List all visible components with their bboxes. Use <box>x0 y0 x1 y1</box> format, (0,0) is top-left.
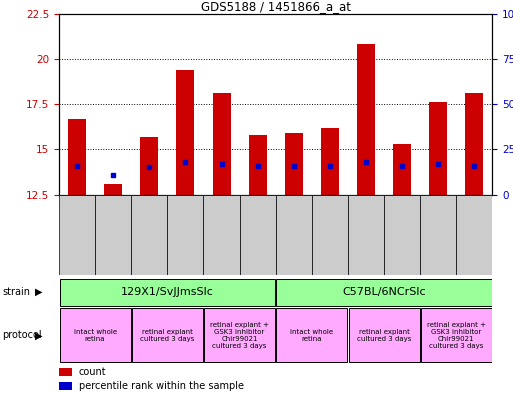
Text: retinal explant
cultured 3 days: retinal explant cultured 3 days <box>357 329 411 342</box>
FancyBboxPatch shape <box>277 279 492 306</box>
Bar <box>240 195 275 275</box>
FancyBboxPatch shape <box>132 309 203 362</box>
Bar <box>176 70 194 195</box>
Text: retinal explant
cultured 3 days: retinal explant cultured 3 days <box>140 329 194 342</box>
Bar <box>167 195 204 275</box>
Text: ▶: ▶ <box>35 331 43 340</box>
Text: 129X1/SvJJmsSlc: 129X1/SvJJmsSlc <box>121 287 214 297</box>
Title: GDS5188 / 1451866_a_at: GDS5188 / 1451866_a_at <box>201 0 351 13</box>
Bar <box>429 102 447 195</box>
Bar <box>348 195 384 275</box>
Text: C57BL/6NCrSlc: C57BL/6NCrSlc <box>342 287 426 297</box>
Text: intact whole
retina: intact whole retina <box>290 329 333 342</box>
Bar <box>212 93 230 195</box>
FancyBboxPatch shape <box>421 309 492 362</box>
FancyBboxPatch shape <box>277 309 347 362</box>
Bar <box>68 119 86 195</box>
Bar <box>457 195 492 275</box>
Bar <box>465 93 483 195</box>
Bar <box>59 367 72 376</box>
Bar <box>420 195 457 275</box>
Text: percentile rank within the sample: percentile rank within the sample <box>78 381 244 391</box>
FancyBboxPatch shape <box>204 309 275 362</box>
Text: count: count <box>78 367 106 377</box>
Bar <box>140 137 159 195</box>
Bar <box>393 144 411 195</box>
Bar <box>384 195 420 275</box>
FancyBboxPatch shape <box>60 279 275 306</box>
Bar <box>312 195 348 275</box>
Bar <box>285 133 303 195</box>
Text: ▶: ▶ <box>35 287 43 297</box>
FancyBboxPatch shape <box>60 309 130 362</box>
Bar <box>104 184 122 195</box>
Text: strain: strain <box>3 287 31 297</box>
Bar <box>275 195 312 275</box>
Bar <box>131 195 167 275</box>
Bar <box>357 44 375 195</box>
Text: retinal explant +
GSK3 inhibitor
Chir99021
cultured 3 days: retinal explant + GSK3 inhibitor Chir990… <box>210 322 269 349</box>
Text: protocol: protocol <box>3 331 42 340</box>
Text: retinal explant +
GSK3 inhibitor
Chir99021
cultured 3 days: retinal explant + GSK3 inhibitor Chir990… <box>427 322 486 349</box>
FancyBboxPatch shape <box>349 309 420 362</box>
Text: intact whole
retina: intact whole retina <box>73 329 116 342</box>
Bar <box>95 195 131 275</box>
Bar <box>59 195 95 275</box>
Bar <box>204 195 240 275</box>
Bar <box>249 135 267 195</box>
Bar <box>59 382 72 390</box>
Bar <box>321 128 339 195</box>
